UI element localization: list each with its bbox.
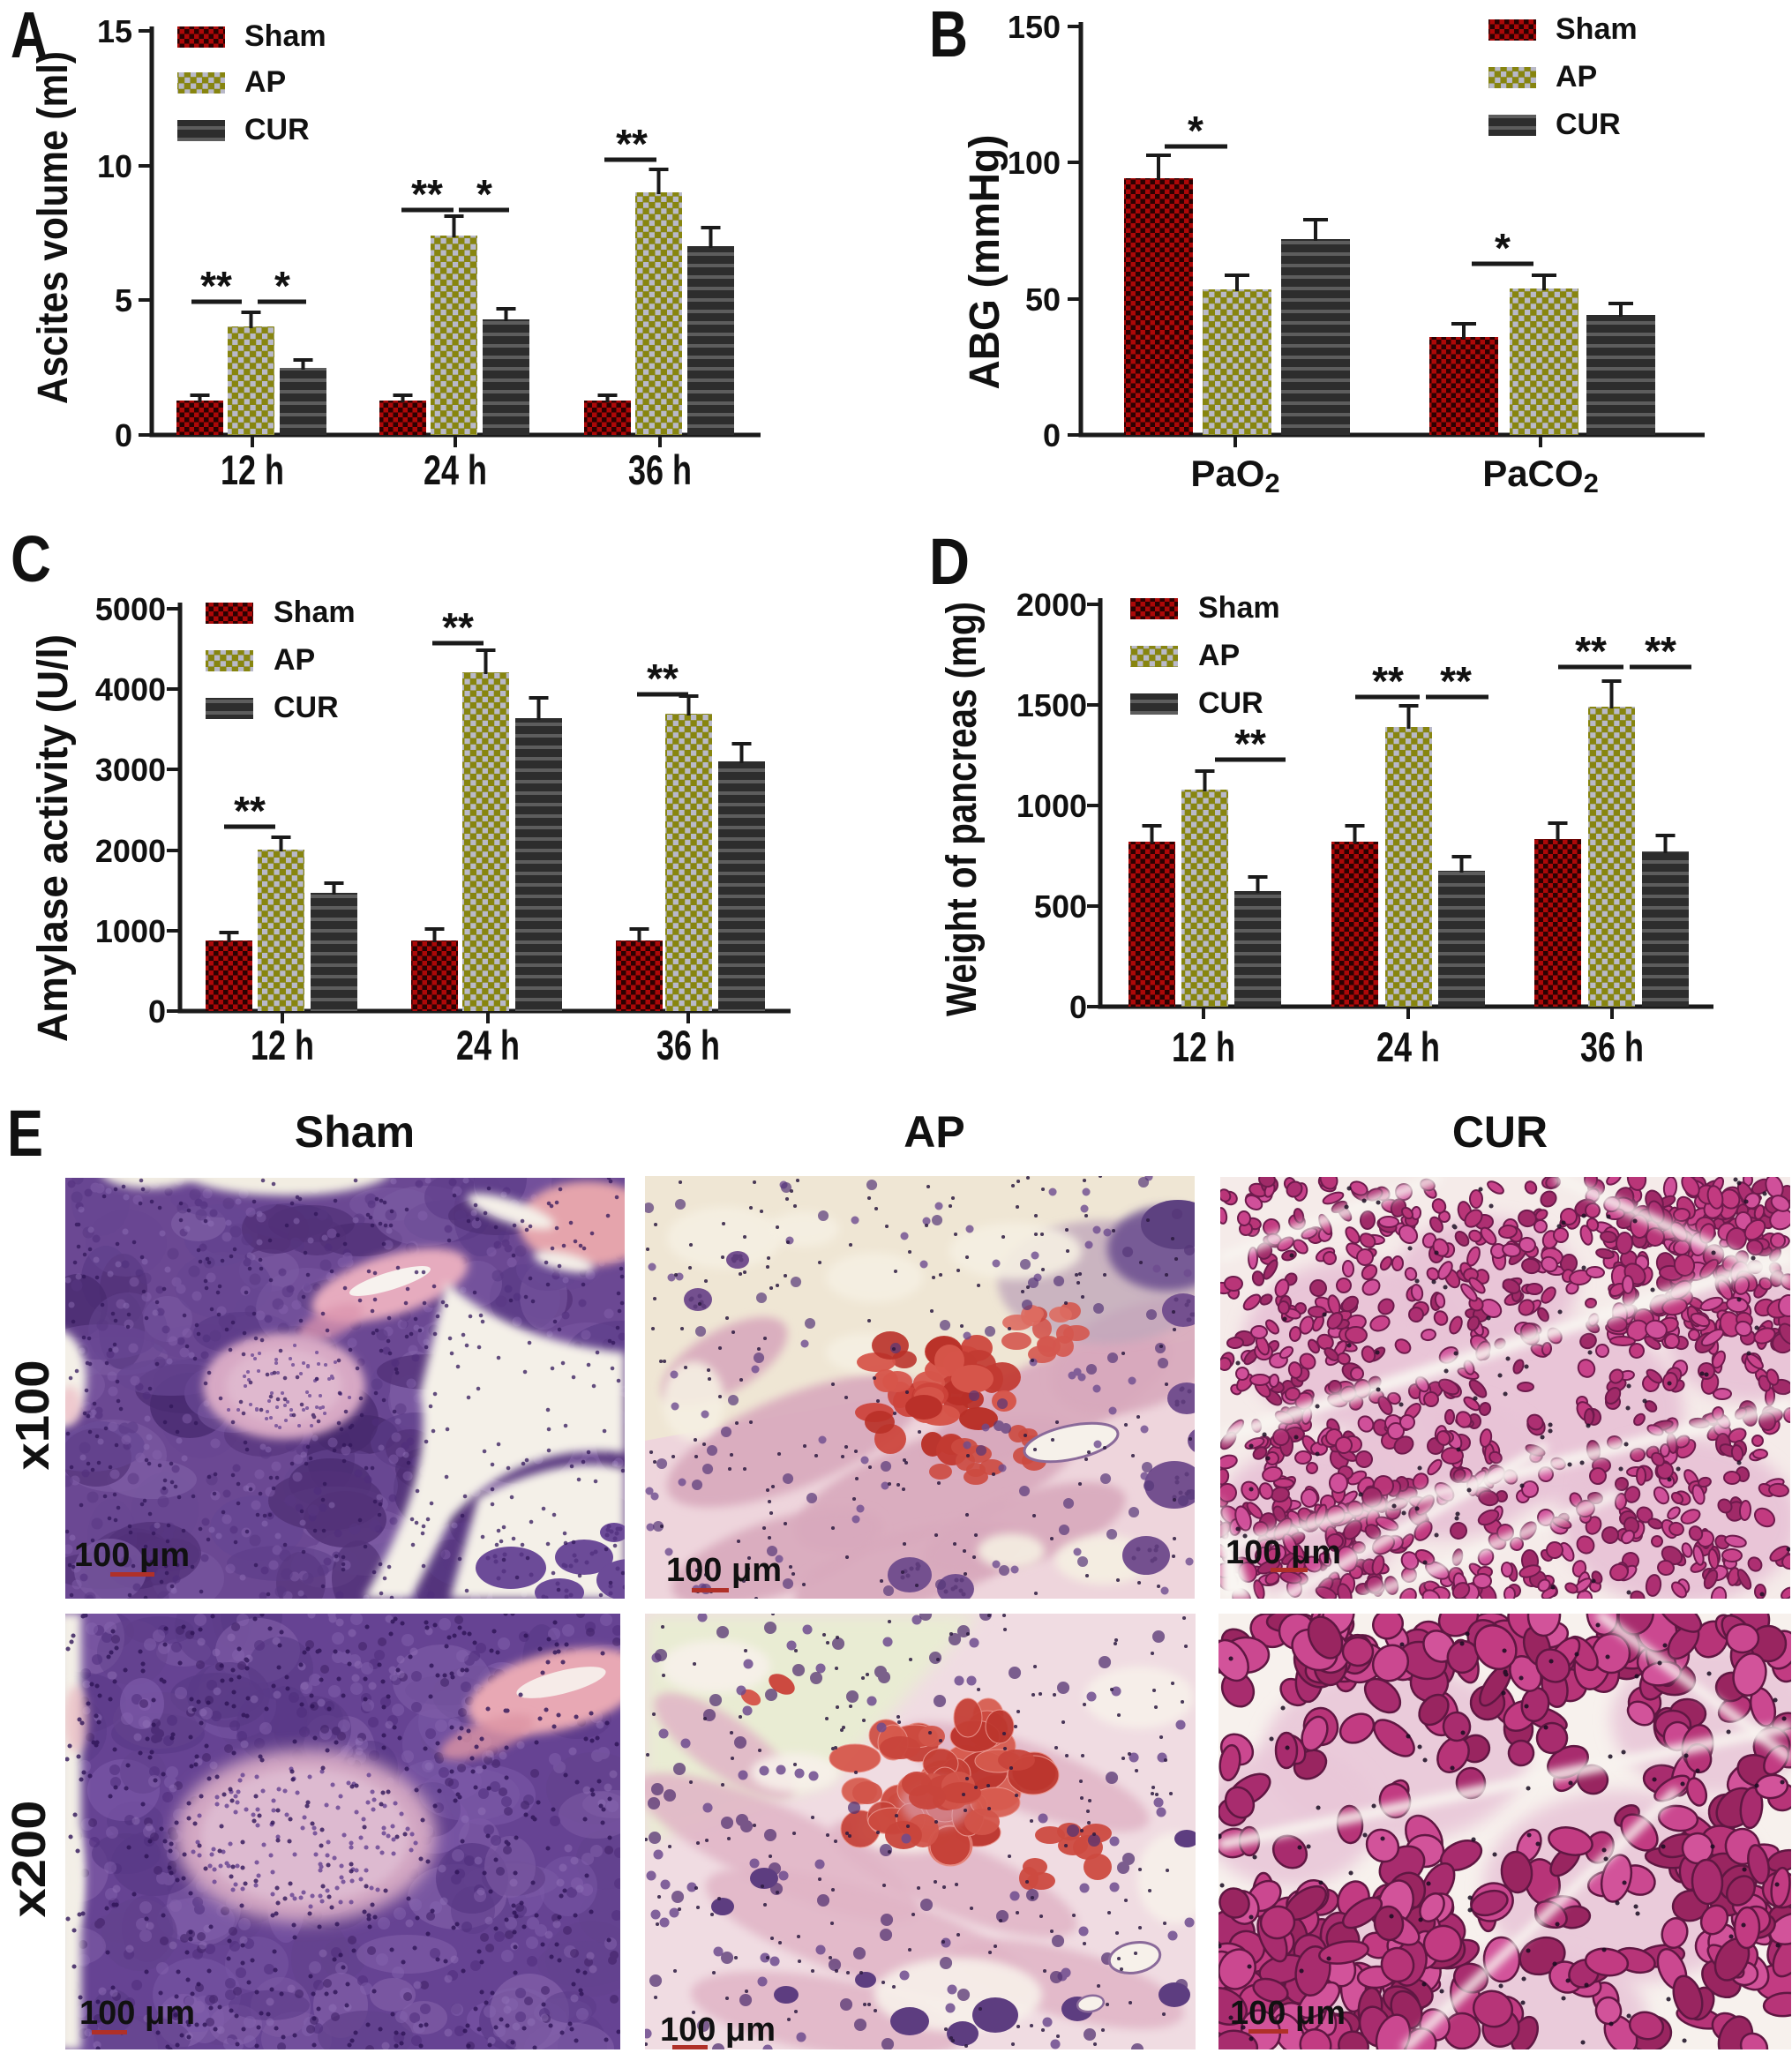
svg-text:**: **: [234, 788, 266, 834]
svg-text:12 h: 12 h: [221, 446, 284, 493]
svg-text:1000: 1000: [95, 913, 166, 949]
svg-text:AP: AP: [1198, 639, 1240, 672]
svg-text:**: **: [1645, 628, 1676, 674]
svg-text:2000: 2000: [1016, 587, 1087, 623]
svg-text:Sham: Sham: [244, 19, 326, 53]
svg-text:Sham: Sham: [1198, 591, 1280, 625]
svg-text:24 h: 24 h: [424, 446, 487, 493]
svg-text:36 h: 36 h: [1580, 1023, 1644, 1070]
svg-text:Sham: Sham: [1556, 12, 1638, 46]
svg-text:**: **: [442, 604, 474, 650]
svg-text:2000: 2000: [95, 833, 166, 869]
svg-text:x100: x100: [6, 1360, 59, 1471]
svg-text:CUR: CUR: [1198, 686, 1263, 720]
svg-text:*: *: [476, 171, 492, 217]
svg-text:24 h: 24 h: [456, 1022, 520, 1068]
svg-text:0: 0: [1069, 989, 1087, 1025]
svg-text:*: *: [1495, 225, 1511, 271]
svg-text:1000: 1000: [1016, 788, 1087, 824]
svg-text:12 h: 12 h: [1172, 1023, 1235, 1070]
svg-text:CUR: CUR: [244, 113, 310, 146]
svg-text:**: **: [616, 121, 648, 167]
svg-text:AP: AP: [274, 643, 315, 677]
svg-text:CUR: CUR: [274, 691, 339, 724]
svg-text:0: 0: [148, 993, 166, 1030]
svg-text:AP: AP: [903, 1107, 964, 1157]
svg-text:Amylase activity (U/l): Amylase activity (U/l): [30, 634, 77, 1042]
svg-text:15: 15: [97, 13, 132, 49]
svg-text:CUR: CUR: [1452, 1107, 1548, 1157]
svg-text:100: 100: [1008, 145, 1061, 181]
svg-text:*: *: [274, 263, 290, 309]
svg-text:**: **: [200, 263, 232, 309]
svg-text:12 h: 12 h: [251, 1022, 314, 1068]
svg-text:E: E: [7, 1097, 43, 1170]
svg-text:C: C: [11, 522, 51, 596]
svg-text:100 μm: 100 μm: [660, 2012, 776, 2049]
svg-text:10: 10: [97, 148, 132, 184]
svg-text:Sham: Sham: [274, 596, 356, 629]
svg-text:**: **: [411, 171, 443, 217]
svg-text:**: **: [1575, 628, 1607, 674]
svg-text:4000: 4000: [95, 671, 166, 708]
svg-text:Sham: Sham: [295, 1107, 415, 1157]
svg-text:CUR: CUR: [1556, 108, 1621, 141]
svg-text:100 μm: 100 μm: [79, 1995, 195, 2032]
svg-text:PaCO2: PaCO2: [1482, 453, 1599, 498]
svg-text:B: B: [929, 0, 968, 71]
svg-text:100 μm: 100 μm: [1226, 1534, 1341, 1571]
svg-text:36 h: 36 h: [656, 1022, 720, 1068]
svg-text:*: *: [1188, 108, 1203, 154]
svg-text:100 μm: 100 μm: [1230, 1995, 1346, 2032]
svg-text:5: 5: [115, 282, 132, 318]
svg-text:3000: 3000: [95, 752, 166, 788]
svg-text:A: A: [11, 0, 48, 71]
svg-text:0: 0: [115, 417, 132, 453]
svg-text:ABG (mmHg): ABG (mmHg): [962, 135, 1008, 390]
svg-text:150: 150: [1008, 9, 1061, 45]
svg-text:AP: AP: [244, 65, 286, 99]
svg-text:100 μm: 100 μm: [74, 1537, 190, 1574]
svg-text:D: D: [929, 525, 970, 598]
svg-text:5000: 5000: [95, 591, 166, 627]
svg-text:**: **: [1234, 721, 1266, 767]
svg-text:x200: x200: [3, 1801, 56, 1918]
svg-text:Ascites volume (ml): Ascites volume (ml): [30, 51, 77, 404]
svg-text:0: 0: [1043, 417, 1061, 453]
svg-text:AP: AP: [1556, 60, 1597, 94]
svg-text:100 μm: 100 μm: [666, 1552, 782, 1589]
svg-text:PaO2: PaO2: [1190, 453, 1279, 498]
svg-text:1500: 1500: [1016, 687, 1087, 723]
svg-text:500: 500: [1034, 888, 1087, 925]
svg-text:Weight of pancreas (mg): Weight of pancreas (mg): [939, 602, 986, 1016]
svg-text:50: 50: [1025, 281, 1061, 318]
svg-text:**: **: [1372, 658, 1404, 704]
svg-text:36 h: 36 h: [628, 446, 692, 493]
svg-text:**: **: [647, 656, 679, 701]
svg-text:**: **: [1440, 658, 1472, 704]
svg-text:24 h: 24 h: [1376, 1023, 1440, 1070]
